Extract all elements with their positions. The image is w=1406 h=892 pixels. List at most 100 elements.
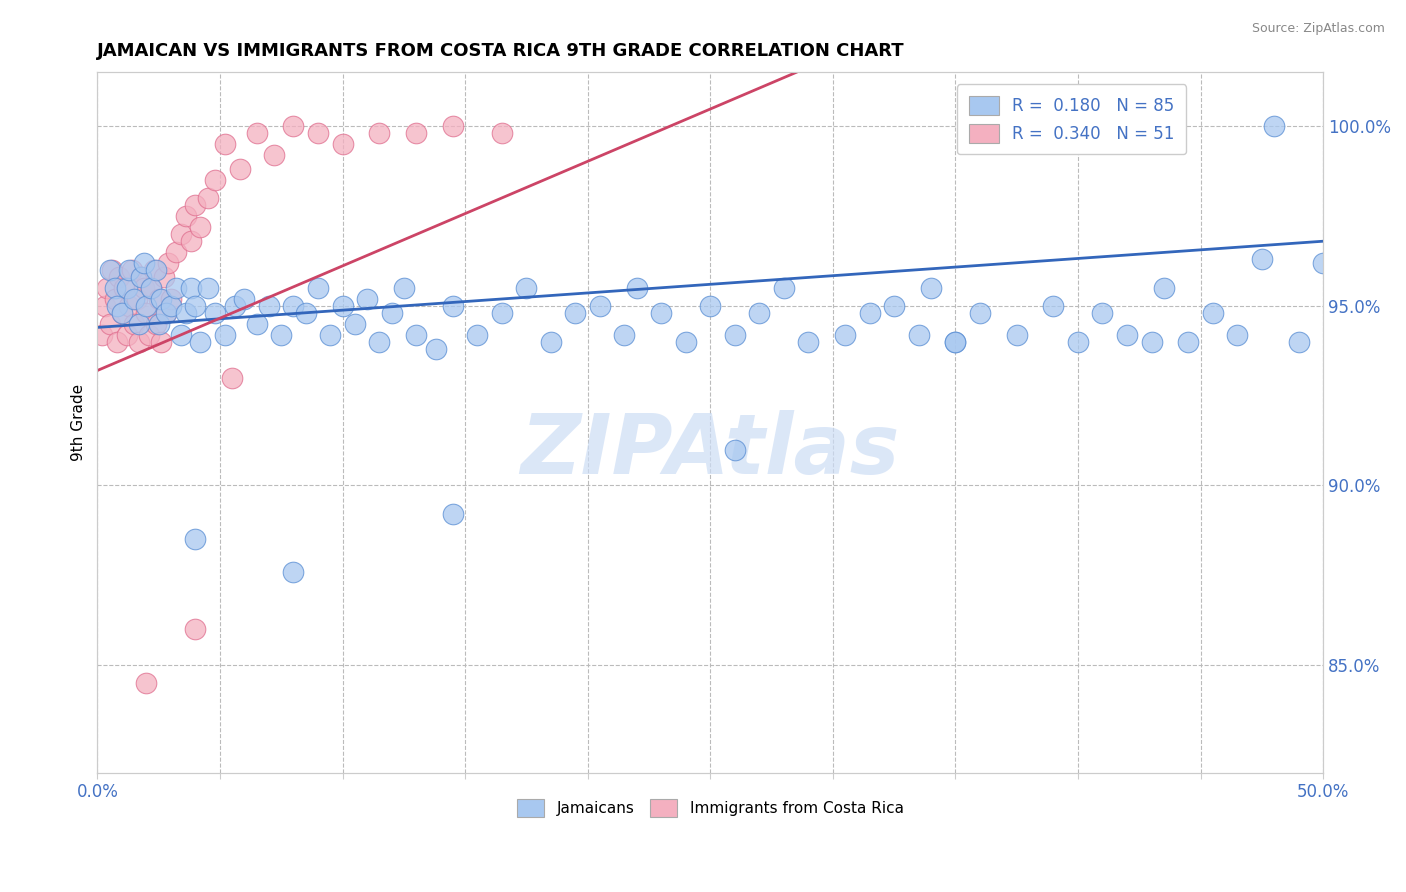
- Point: [118, 299, 141, 313]
- Point: [1140, 334, 1163, 349]
- Point: [307, 281, 329, 295]
- Point: [141, 281, 163, 295]
- Point: [170, 227, 193, 241]
- Text: ZIPAtlas: ZIPAtlas: [520, 410, 900, 491]
- Point: [160, 292, 183, 306]
- Point: [233, 292, 256, 306]
- Point: [515, 281, 537, 295]
- Y-axis label: 9th Grade: 9th Grade: [72, 384, 86, 461]
- Point: [441, 120, 464, 134]
- Point: [138, 327, 160, 342]
- Point: [188, 334, 211, 349]
- Point: [257, 299, 280, 313]
- Point: [380, 306, 402, 320]
- Point: [105, 299, 128, 313]
- Point: [98, 317, 121, 331]
- Point: [1312, 256, 1334, 270]
- Point: [165, 281, 187, 295]
- Point: [103, 281, 125, 295]
- Text: JAMAICAN VS IMMIGRANTS FROM COSTA RICA 9TH GRADE CORRELATION CHART: JAMAICAN VS IMMIGRANTS FROM COSTA RICA 9…: [97, 42, 905, 60]
- Point: [1116, 327, 1139, 342]
- Point: [148, 292, 170, 306]
- Point: [228, 162, 250, 177]
- Point: [115, 281, 138, 295]
- Point: [170, 327, 193, 342]
- Text: Source: ZipAtlas.com: Source: ZipAtlas.com: [1251, 22, 1385, 36]
- Point: [91, 327, 114, 342]
- Point: [945, 334, 967, 349]
- Point: [174, 306, 197, 320]
- Point: [797, 334, 820, 349]
- Point: [343, 317, 366, 331]
- Point: [283, 299, 305, 313]
- Point: [1042, 299, 1064, 313]
- Point: [145, 263, 167, 277]
- Point: [392, 281, 415, 295]
- Point: [221, 370, 243, 384]
- Point: [197, 191, 219, 205]
- Point: [294, 306, 316, 320]
- Point: [141, 281, 163, 295]
- Point: [441, 507, 464, 521]
- Point: [197, 281, 219, 295]
- Point: [150, 334, 173, 349]
- Point: [945, 334, 967, 349]
- Point: [724, 442, 747, 457]
- Point: [188, 219, 211, 234]
- Point: [145, 317, 167, 331]
- Point: [204, 173, 226, 187]
- Point: [105, 334, 128, 349]
- Point: [118, 263, 141, 277]
- Point: [128, 334, 150, 349]
- Point: [748, 306, 770, 320]
- Point: [135, 676, 157, 690]
- Point: [179, 234, 201, 248]
- Point: [174, 209, 197, 223]
- Point: [152, 270, 174, 285]
- Point: [1067, 334, 1090, 349]
- Point: [356, 292, 378, 306]
- Point: [1153, 281, 1175, 295]
- Point: [184, 533, 207, 547]
- Point: [112, 281, 135, 295]
- Point: [650, 306, 672, 320]
- Point: [1250, 252, 1272, 267]
- Point: [155, 306, 177, 320]
- Point: [540, 334, 562, 349]
- Point: [157, 256, 180, 270]
- Point: [368, 127, 391, 141]
- Point: [184, 622, 207, 636]
- Legend: Jamaicans, Immigrants from Costa Rica: Jamaicans, Immigrants from Costa Rica: [509, 792, 911, 824]
- Point: [128, 317, 150, 331]
- Point: [214, 327, 236, 342]
- Point: [101, 263, 124, 277]
- Point: [131, 270, 153, 285]
- Point: [132, 281, 155, 295]
- Point: [135, 306, 157, 320]
- Point: [1177, 334, 1199, 349]
- Point: [155, 306, 177, 320]
- Point: [122, 292, 145, 306]
- Point: [834, 327, 856, 342]
- Point: [564, 306, 586, 320]
- Point: [111, 306, 134, 320]
- Point: [111, 306, 134, 320]
- Point: [1226, 327, 1249, 342]
- Point: [772, 281, 794, 295]
- Point: [150, 292, 173, 306]
- Point: [613, 327, 636, 342]
- Point: [108, 270, 131, 285]
- Point: [160, 299, 183, 313]
- Point: [920, 281, 942, 295]
- Point: [907, 327, 929, 342]
- Point: [165, 245, 187, 260]
- Point: [405, 127, 427, 141]
- Point: [93, 299, 115, 313]
- Point: [405, 327, 427, 342]
- Point: [270, 327, 292, 342]
- Point: [184, 198, 207, 212]
- Point: [283, 120, 305, 134]
- Point: [883, 299, 905, 313]
- Point: [675, 334, 697, 349]
- Point: [246, 127, 269, 141]
